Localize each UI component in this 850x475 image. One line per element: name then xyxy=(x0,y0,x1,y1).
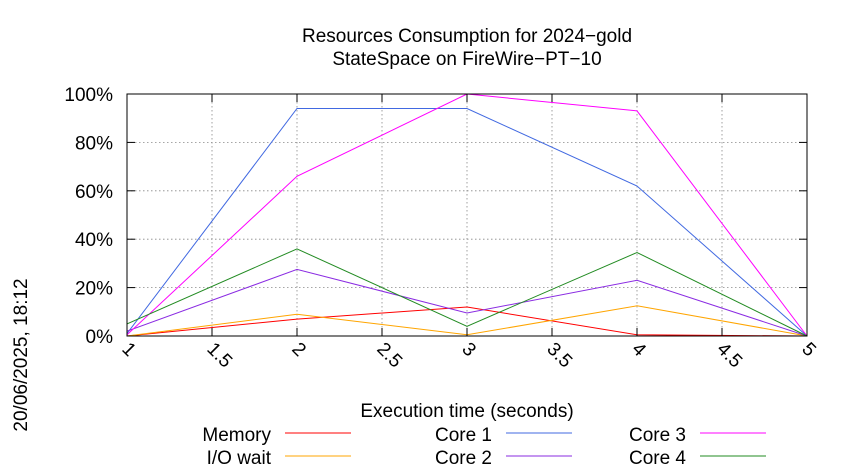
y-tick-label: 80% xyxy=(75,133,113,154)
y-tick-label: 40% xyxy=(75,230,113,251)
series-line-core-2 xyxy=(126,268,808,337)
x-tick-label: 4.5 xyxy=(712,339,746,373)
x-axis-label: Execution time (seconds) xyxy=(360,401,573,422)
legend-label: Core 4 xyxy=(629,448,686,469)
chart-title-line-1: Resources Consumption for 2024−gold xyxy=(302,26,632,47)
axis-ticks: 0% 20% 40% 60% 80% 100% 1 1.5 2 2.5 3 3.5 4 4.5 5 xyxy=(64,85,819,372)
x-tick-label: 5 xyxy=(797,339,819,361)
x-tick-label: 3 xyxy=(457,339,479,361)
series-line-core-1 xyxy=(126,108,808,337)
x-tick-label: 1.5 xyxy=(202,339,236,373)
x-tick-label: 1 xyxy=(117,339,139,361)
chart-title-line-2: StateSpace on FireWire−PT−10 xyxy=(332,49,601,70)
timestamp-stamp: 20/06/2025, 18:12 xyxy=(11,278,32,431)
x-tick-label: 3.5 xyxy=(542,339,576,373)
x-tick-label: 2.5 xyxy=(372,339,406,373)
legend-label: Core 1 xyxy=(435,425,492,446)
grid-lines xyxy=(127,94,807,336)
legend-label: I/O wait xyxy=(207,448,272,469)
y-tick-label: 100% xyxy=(64,85,113,106)
x-tick-label: 2 xyxy=(287,339,309,361)
legend-label: Core 3 xyxy=(629,425,686,446)
series-line-core-4 xyxy=(126,248,808,337)
x-tick-label: 4 xyxy=(627,339,650,362)
y-tick-label: 20% xyxy=(75,279,113,300)
y-tick-label: 60% xyxy=(75,182,113,203)
legend-label: Core 2 xyxy=(435,448,492,469)
legend-label: Memory xyxy=(202,425,271,446)
y-tick-label: 0% xyxy=(86,327,114,348)
series-line-memory xyxy=(126,306,808,337)
